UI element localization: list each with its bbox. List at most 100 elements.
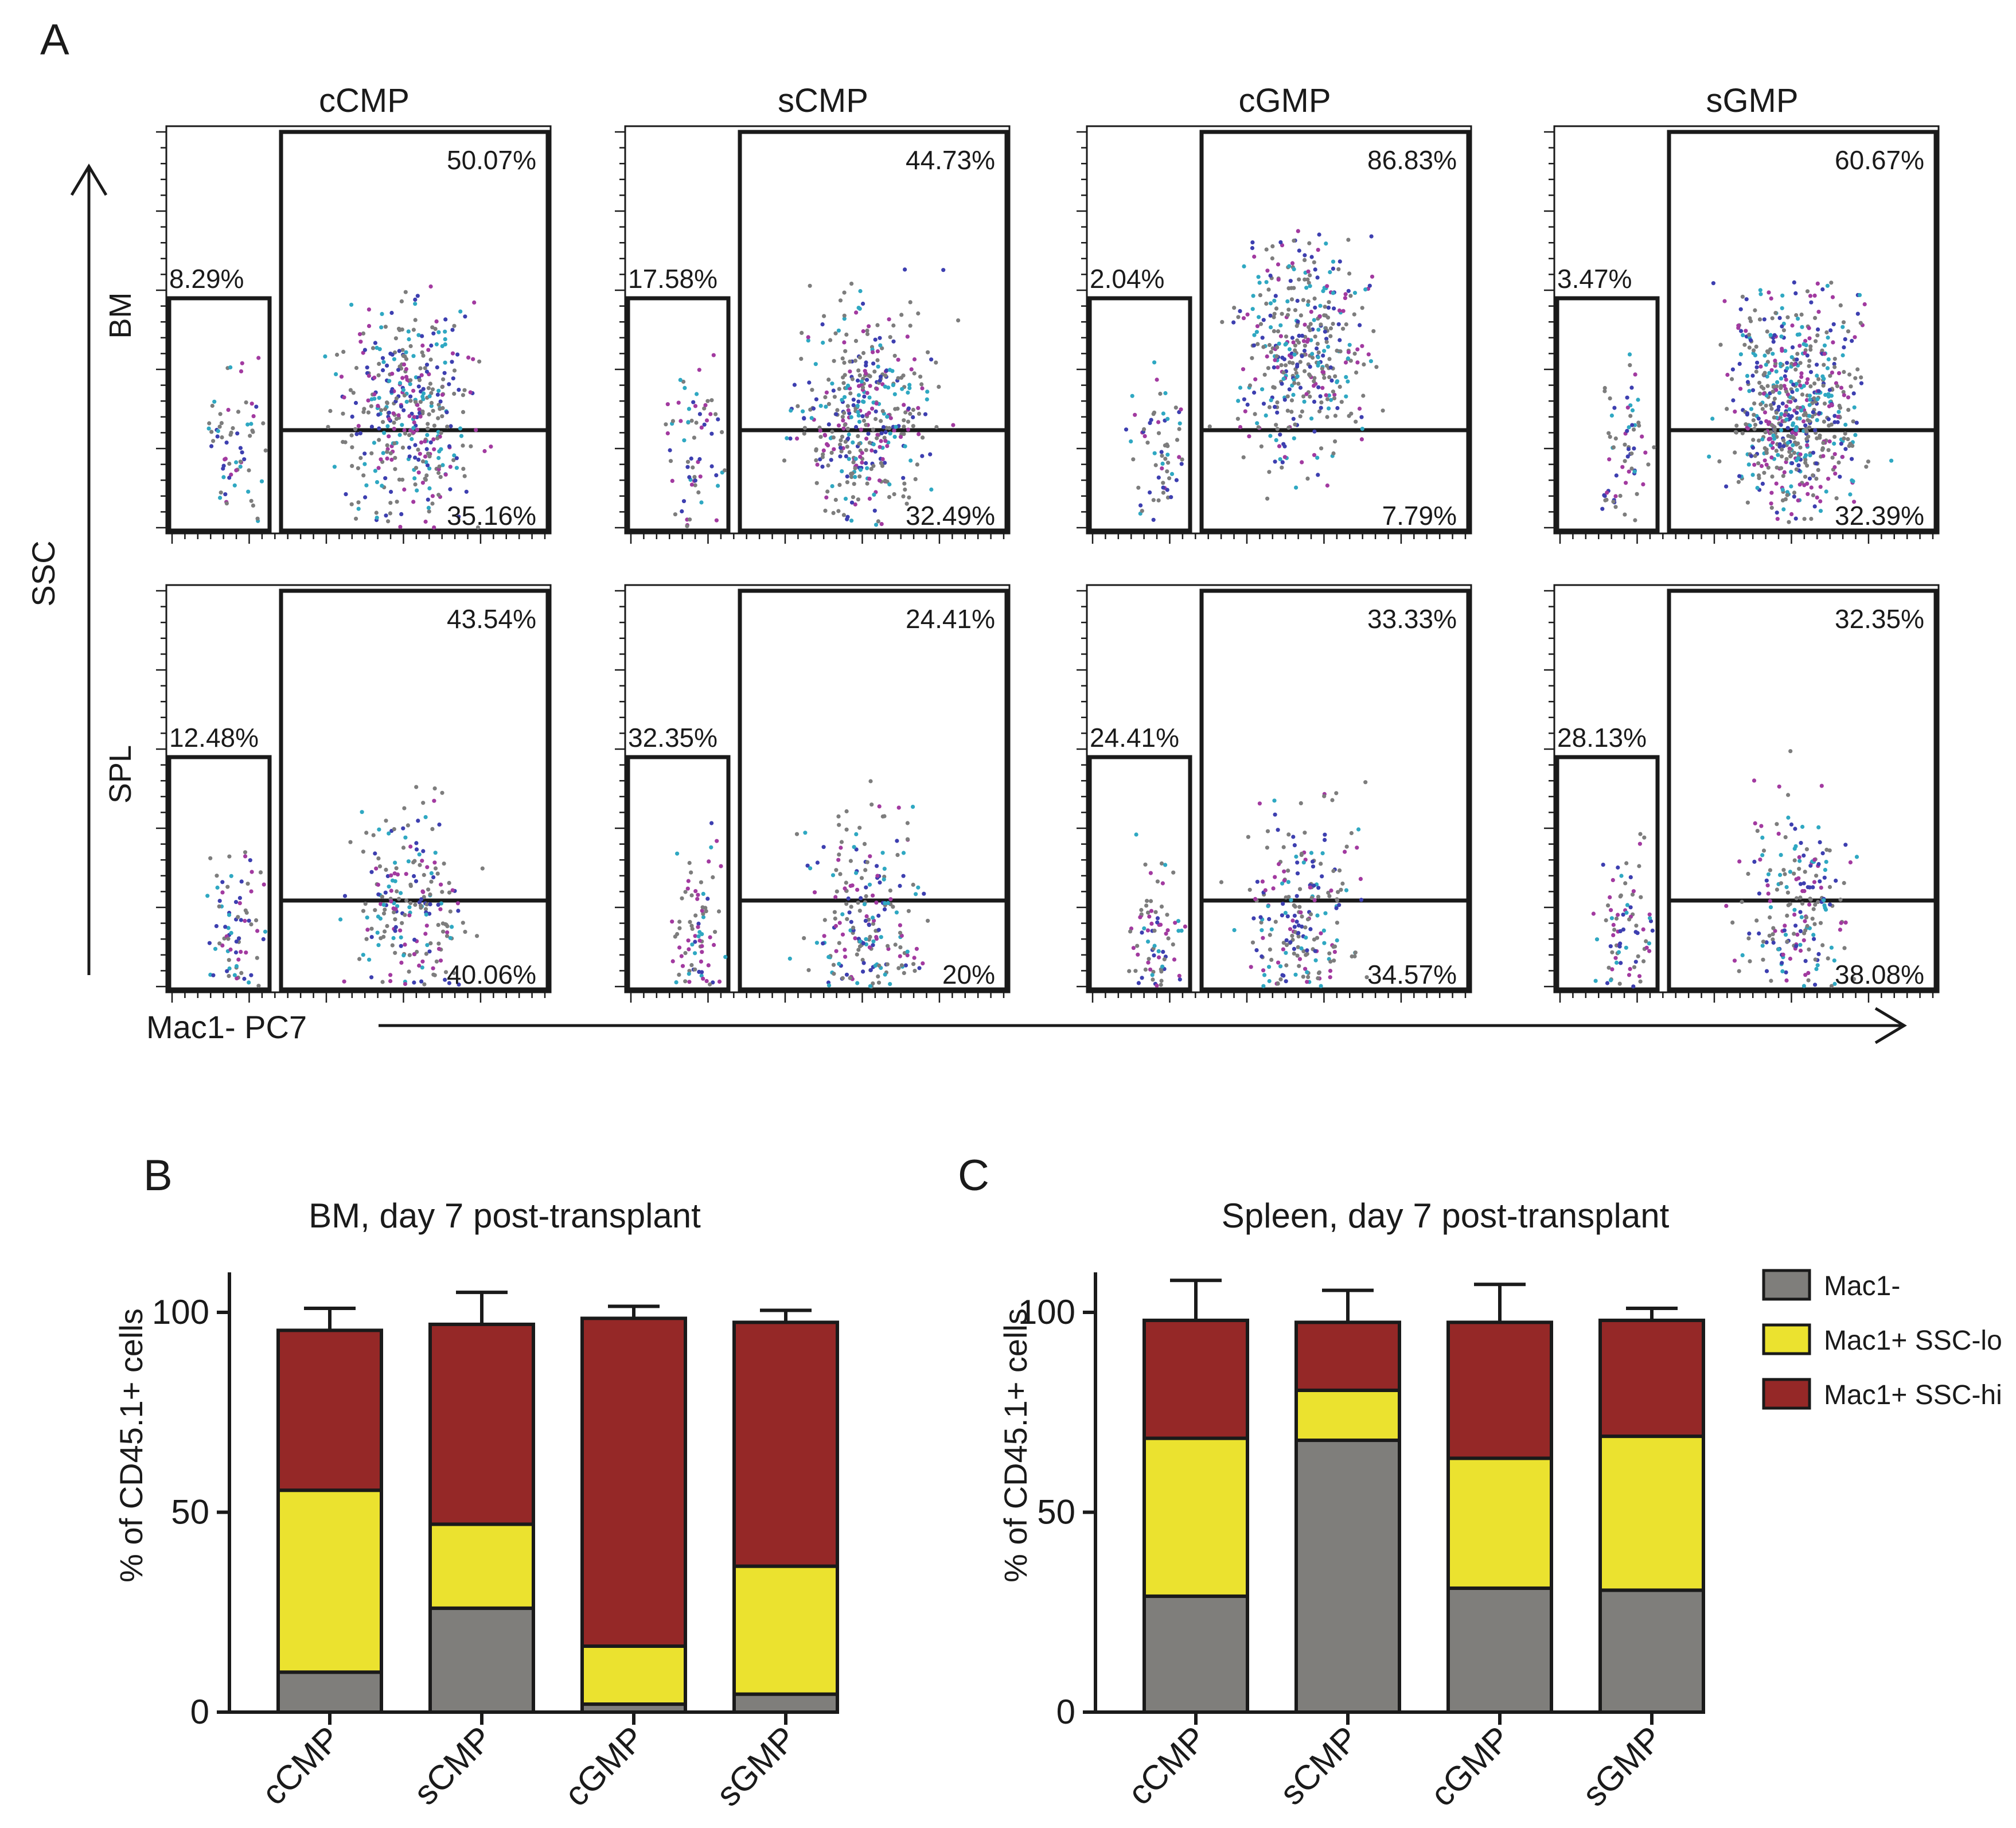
event-dot	[880, 457, 885, 462]
event-dot	[1131, 457, 1136, 462]
event-dot	[1624, 945, 1628, 950]
event-dot	[687, 475, 692, 480]
flow-plot-grid: cCMP sCMP cGMP sGMPBMSPL50.07%35.16%8.29%44…	[103, 82, 1940, 1003]
event-dot	[1760, 437, 1765, 442]
event-dot	[1792, 913, 1797, 917]
event-dot	[1764, 403, 1768, 408]
event-dot	[1610, 950, 1615, 954]
event-dot	[871, 981, 875, 986]
event-dot	[1322, 376, 1327, 380]
event-dot	[677, 945, 682, 950]
event-dot	[1301, 975, 1305, 979]
event-dot	[229, 472, 233, 477]
event-dot	[397, 432, 402, 437]
event-dot	[383, 476, 388, 481]
event-dot	[1829, 984, 1834, 988]
event-dot	[1298, 910, 1303, 915]
event-dot	[865, 860, 869, 864]
event-dot	[1832, 365, 1837, 369]
event-dot	[838, 442, 843, 447]
event-dot	[1773, 358, 1777, 363]
event-dot	[1281, 370, 1286, 375]
category-label: sCMP	[406, 1719, 500, 1813]
event-dot	[1269, 398, 1273, 403]
event-dot	[1347, 342, 1352, 347]
event-dot	[1746, 871, 1750, 876]
event-dot	[393, 929, 397, 933]
event-dot	[1803, 973, 1808, 977]
event-dot	[895, 853, 900, 858]
event-dot	[860, 399, 865, 404]
event-dot	[1767, 371, 1772, 375]
event-dot	[1159, 861, 1164, 866]
y-tick-label: 0	[1056, 1693, 1075, 1731]
y-tick-label: 50	[1037, 1493, 1075, 1531]
event-dot	[1770, 474, 1775, 479]
event-dot	[420, 859, 424, 863]
category-label: cGMP	[557, 1719, 652, 1814]
event-dot	[1269, 325, 1273, 330]
event-dot	[712, 942, 716, 948]
event-dot	[1750, 473, 1755, 477]
event-dot	[1281, 941, 1286, 945]
event-dot	[1261, 345, 1266, 349]
event-dot	[428, 440, 433, 445]
event-dot	[695, 392, 699, 396]
event-dot	[1805, 353, 1810, 358]
event-dot	[837, 921, 842, 925]
event-dot	[821, 941, 825, 946]
event-dot	[430, 827, 435, 831]
event-dot	[1843, 337, 1847, 342]
event-dot	[1746, 936, 1751, 941]
event-dot	[1322, 349, 1327, 353]
event-dot	[1319, 406, 1323, 410]
event-dot	[911, 407, 915, 412]
event-dot	[830, 484, 835, 489]
event-dot	[436, 493, 441, 497]
event-dot	[1142, 434, 1147, 439]
event-dot	[1327, 357, 1332, 361]
event-dot	[1621, 913, 1625, 917]
event-dot	[916, 406, 921, 411]
event-dot	[1312, 429, 1317, 434]
event-dot	[1769, 368, 1774, 372]
event-dot	[865, 391, 869, 395]
event-dot	[1272, 298, 1277, 303]
event-dot	[1737, 474, 1742, 478]
event-dot	[458, 426, 463, 431]
event-dot	[1801, 938, 1806, 942]
event-dot	[860, 451, 864, 455]
event-dot	[430, 387, 435, 392]
event-dot	[1177, 977, 1182, 982]
event-dot	[1276, 329, 1281, 334]
event-dot	[1768, 868, 1772, 872]
event-dot	[805, 863, 810, 868]
event-dot	[1782, 384, 1787, 388]
event-dot	[1220, 319, 1225, 325]
ssc-axis-label: SSC	[25, 540, 61, 606]
event-dot	[429, 391, 434, 396]
event-dot	[1260, 336, 1265, 340]
event-dot	[1813, 315, 1818, 321]
event-dot	[407, 414, 412, 419]
gate-ssc-hi	[738, 130, 1009, 432]
event-dot	[1644, 939, 1648, 944]
event-dot	[1267, 470, 1272, 474]
event-dot	[853, 358, 857, 363]
event-dot	[227, 475, 232, 480]
event-dot	[1847, 372, 1852, 377]
event-dot	[1140, 930, 1144, 935]
event-dot	[1760, 835, 1765, 840]
event-dot	[1328, 959, 1333, 964]
event-dot	[1797, 416, 1802, 421]
category-label: cCMP	[254, 1719, 348, 1813]
event-dot	[1815, 495, 1819, 500]
event-dot	[1646, 462, 1651, 467]
event-dot	[389, 899, 393, 903]
event-dot	[1784, 404, 1789, 409]
event-dot	[685, 465, 690, 469]
event-dot	[1159, 905, 1164, 909]
event-dot	[1361, 393, 1366, 398]
event-dot	[452, 391, 457, 396]
event-dot	[1282, 869, 1286, 874]
